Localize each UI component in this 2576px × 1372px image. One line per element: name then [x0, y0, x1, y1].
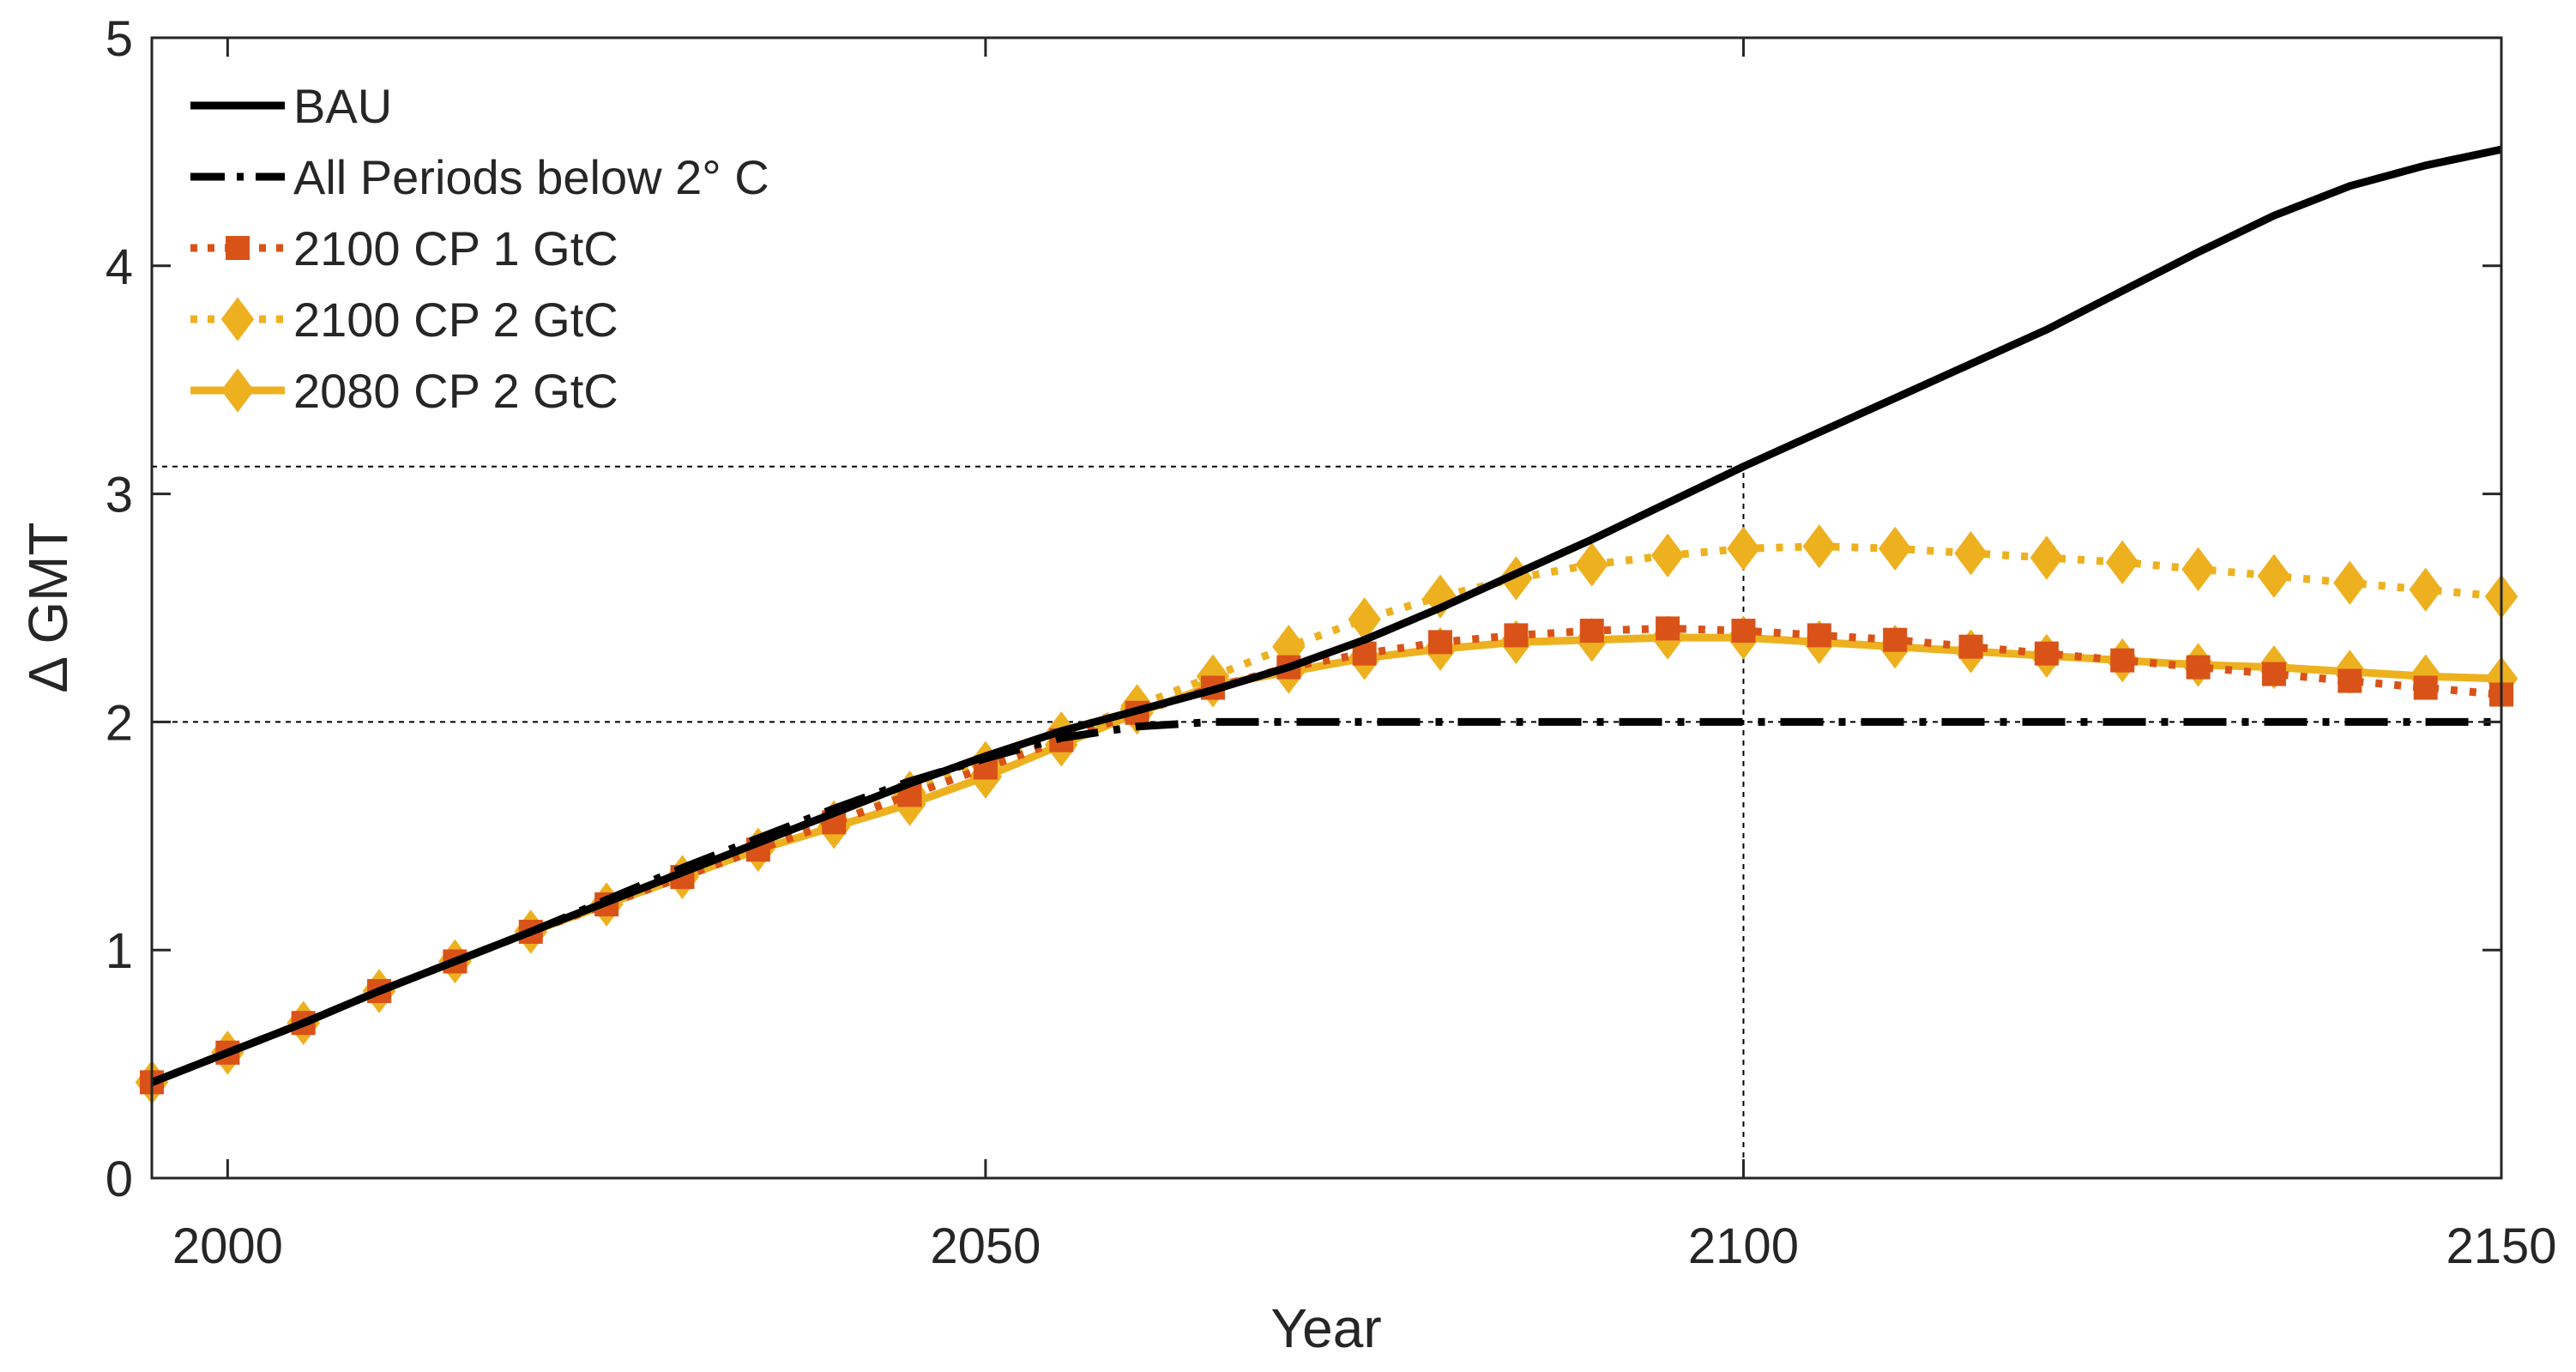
legend-marker-2100-cp-1-gtc: [226, 236, 250, 260]
data-point-2100-cp-2-gtc: [1650, 533, 1685, 578]
data-point-2100-cp-1-gtc: [1731, 619, 1756, 644]
data-point-2100-cp-2-gtc: [1802, 524, 1837, 569]
series-all-periods-below-2-c: [150, 717, 2501, 1086]
data-point-2100-cp-2-gtc: [2257, 553, 2291, 598]
x-axis: 2000 2050 2100 2150: [172, 38, 2557, 1274]
legend-label-2100-cp-2-gtc: 2100 CP 2 GtC: [293, 293, 618, 347]
data-point-2100-cp-2-gtc: [2181, 547, 2215, 591]
legend-marker-2080-cp-2-gtc: [220, 368, 255, 413]
y-tick-label: 5: [106, 11, 133, 67]
data-point-2100-cp-1-gtc: [1807, 623, 1831, 648]
x-axis-label: Year: [1270, 1297, 1381, 1359]
legend-label-bau: BAU: [293, 79, 392, 133]
data-point-2100-cp-2-gtc: [2030, 535, 2064, 580]
legend-label-2100-cp-1-gtc: 2100 CP 1 GtC: [293, 221, 618, 275]
data-point-2100-cp-1-gtc: [2413, 675, 2438, 700]
data-point-2100-cp-1-gtc: [1883, 627, 1908, 652]
data-point-2100-cp-1-gtc: [2034, 641, 2059, 666]
y-tick-label: 1: [106, 923, 133, 979]
y-axis-label: Δ GMT: [17, 522, 79, 692]
y-tick-label: 2: [106, 695, 133, 751]
data-point-2100-cp-2-gtc: [2333, 560, 2367, 605]
data-point-2100-cp-1-gtc: [1579, 619, 1604, 644]
data-point-2100-cp-2-gtc: [2409, 567, 2442, 612]
plot-area-frame: [150, 36, 2503, 1180]
series-layer: [135, 145, 2519, 1105]
data-point-2100-cp-1-gtc: [1504, 623, 1529, 648]
data-point-2100-cp-1-gtc: [1958, 634, 1983, 659]
data-point-2100-cp-2-gtc: [1954, 531, 1988, 576]
data-point-2100-cp-1-gtc: [2261, 662, 2286, 686]
data-point-2100-cp-2-gtc: [2105, 540, 2139, 585]
data-point-2100-cp-1-gtc: [1656, 616, 1680, 641]
x-tick-label: 2150: [2446, 1218, 2556, 1274]
x-tick-label: 2000: [172, 1218, 283, 1274]
y-tick-label: 3: [106, 468, 133, 523]
data-point-2100-cp-2-gtc: [1878, 526, 1912, 571]
legend-label-all-periods-below-2-c: All Periods below 2° C: [293, 150, 769, 204]
data-point-2100-cp-1-gtc: [2110, 648, 2135, 673]
y-tick-label: 4: [106, 239, 133, 295]
data-point-2100-cp-2-gtc: [1575, 542, 1608, 587]
x-tick-label: 2100: [1688, 1218, 1799, 1274]
x-tick-label: 2050: [930, 1218, 1041, 1274]
y-tick-label: 0: [106, 1151, 133, 1207]
data-point-2100-cp-1-gtc: [2186, 655, 2211, 680]
data-point-2100-cp-1-gtc: [2338, 668, 2362, 693]
y-axis: 0 1 2 3 4 5: [106, 11, 2501, 1207]
data-point-2100-cp-2-gtc: [1727, 526, 1760, 571]
legend-marker-2100-cp-2-gtc: [220, 297, 255, 341]
legend: BAU All Periods below 2° C 2100 CP 1 GtC 21…: [190, 79, 769, 418]
legend-label-2080-cp-2-gtc: 2080 CP 2 GtC: [293, 364, 618, 418]
data-point-2100-cp-1-gtc: [1428, 630, 1453, 655]
series-bau: [150, 145, 2502, 1086]
series-line-bau: [150, 145, 2502, 1086]
series-line-all-periods-below-2-c: [150, 717, 2501, 1086]
